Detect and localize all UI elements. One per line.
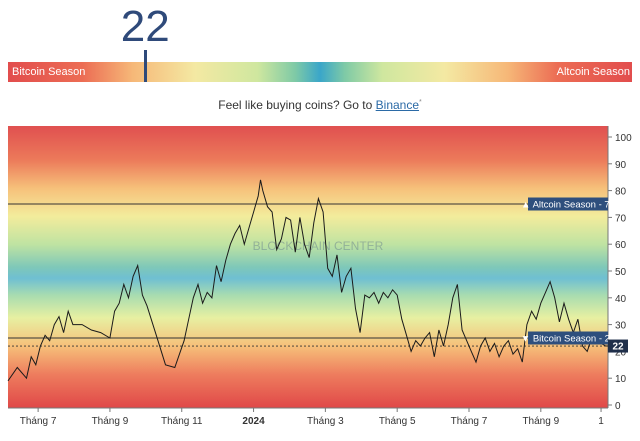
current-value-label: 22 <box>612 342 624 353</box>
index-marker <box>143 50 147 82</box>
promo-text: Feel like buying coins? Go to Binance* <box>0 98 640 112</box>
altcoin-season-label: Altcoin Season <box>556 66 630 78</box>
watermark: BLOCKCHAIN CENTER <box>253 239 384 253</box>
index-value: 22 <box>120 2 170 51</box>
y-tick-label: 40 <box>615 294 627 305</box>
x-tick-label: Tháng 9 <box>92 416 129 427</box>
reference-labels: ▲ Altcoin Season - 75 ▼ Bitcoin Season - … <box>521 197 628 353</box>
y-tick-label: 60 <box>615 240 627 251</box>
y-tick-label: 50 <box>615 267 627 278</box>
x-axis: Tháng 7 Tháng 9 Tháng 11 2024 Tháng 3 Tháng 5… <box>8 407 608 427</box>
x-tick-label: 2024 <box>242 416 265 427</box>
y-tick-label: 90 <box>615 160 627 171</box>
reference-label-box <box>528 331 608 345</box>
reference-lines <box>8 203 608 347</box>
x-tick-label: Tháng 7 <box>20 416 57 427</box>
promo-asterisk: * <box>419 99 422 106</box>
x-tick-label: 1 <box>598 416 604 427</box>
series-line <box>7 179 608 382</box>
altcoin-index-chart: BLOCKCHAIN CENTER 0 10 20 30 40 50 60 70 80 90 100… <box>7 126 632 427</box>
y-tick-label: 20 <box>615 347 627 358</box>
x-tick-label: Tháng 7 <box>451 416 488 427</box>
season-gradient-bar <box>8 62 632 82</box>
x-tick-label: Tháng 9 <box>522 416 559 427</box>
binance-link[interactable]: Binance <box>375 98 420 112</box>
y-tick-label: 80 <box>615 187 627 198</box>
y-tick-label: 0 <box>615 401 621 412</box>
reference-label: ▼ Bitcoin Season - 25 <box>521 334 615 345</box>
x-tick-label: Tháng 5 <box>379 416 416 427</box>
bitcoin-season-label: Bitcoin Season <box>12 66 86 78</box>
y-axis: 0 10 20 30 40 50 60 70 80 90 100 <box>607 126 632 412</box>
x-tick-label: Tháng 3 <box>307 416 344 427</box>
chart-background <box>8 126 608 408</box>
promo-prefix: Feel like buying coins? Go to <box>218 98 376 112</box>
reference-label-box <box>528 197 608 211</box>
current-value-badge <box>608 339 628 353</box>
reference-label: ▲ Altcoin Season - 75 <box>521 200 615 211</box>
x-tick-label: Tháng 11 <box>161 416 203 427</box>
y-tick-label: 30 <box>615 321 627 332</box>
y-tick-label: 70 <box>615 213 627 224</box>
chart-container: BLOCKCHAIN CENTER 0 10 20 30 40 50 60 70 80 90 100… <box>0 120 640 436</box>
y-tick-label: 10 <box>615 374 627 385</box>
y-tick-label: 100 <box>615 133 632 144</box>
